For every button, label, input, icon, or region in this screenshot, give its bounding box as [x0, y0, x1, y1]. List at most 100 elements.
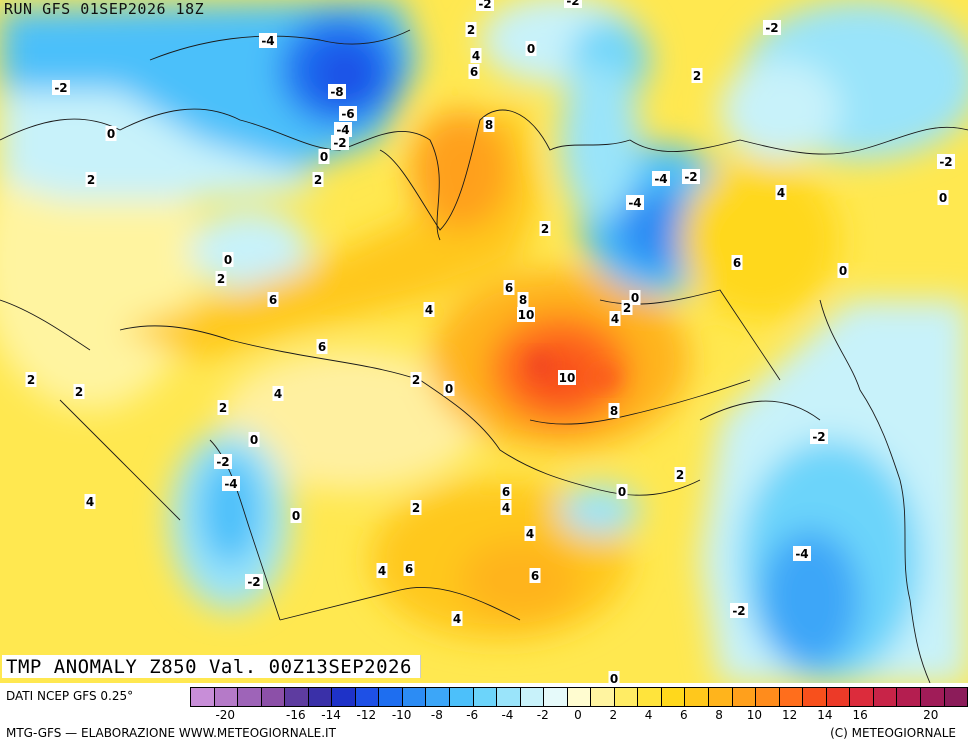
contour-label: 2 [85, 172, 97, 187]
contour-label: 2 [215, 271, 227, 286]
color-scale-tick: 2 [609, 708, 618, 722]
contour-label: -2 [730, 603, 748, 618]
credit-left: MTG-GFS — ELABORAZIONE WWW.METEOGIORNALE… [6, 726, 336, 740]
color-swatch [756, 688, 780, 706]
color-scale-tick: 16 [852, 708, 868, 722]
contour-label: 6 [403, 561, 415, 576]
svg-text:2: 2 [541, 222, 549, 236]
contour-label: 2 [621, 300, 633, 315]
svg-text:-2: -2 [684, 170, 697, 184]
color-scale-tick: 4 [644, 708, 653, 722]
contour-label: 10 [517, 307, 535, 322]
svg-text:4: 4 [611, 312, 619, 326]
contour-label: 6 [468, 64, 480, 79]
svg-text:0: 0 [107, 127, 115, 141]
contour-label: -2 [810, 429, 828, 444]
svg-text:-2: -2 [216, 455, 229, 469]
svg-text:-4: -4 [261, 34, 274, 48]
contour-label: 2 [73, 384, 85, 399]
svg-text:8: 8 [610, 404, 618, 418]
svg-text:-2: -2 [812, 430, 825, 444]
color-swatch [826, 688, 851, 706]
color-swatch [261, 688, 286, 706]
color-swatch [803, 688, 827, 706]
color-swatch [402, 688, 427, 706]
svg-text:-4: -4 [336, 123, 349, 137]
svg-text:6: 6 [470, 65, 478, 79]
svg-text:0: 0 [292, 509, 300, 523]
svg-text:-2: -2 [54, 81, 67, 95]
color-scale-bar [190, 687, 968, 707]
svg-text:0: 0 [631, 291, 639, 305]
color-scale-tick: 14 [817, 708, 833, 722]
contour-label: -8 [328, 84, 346, 99]
svg-text:4: 4 [472, 49, 480, 63]
svg-text:4: 4 [378, 564, 386, 578]
contour-label: 4 [524, 526, 536, 541]
contour-label: 6 [267, 292, 279, 307]
color-swatch [544, 688, 568, 706]
svg-text:2: 2 [412, 501, 420, 515]
svg-text:0: 0 [250, 433, 258, 447]
color-swatch [450, 688, 474, 706]
contour-label: -4 [259, 33, 277, 48]
svg-text:-2: -2 [333, 136, 346, 150]
color-swatch [591, 688, 615, 706]
color-swatch [920, 688, 945, 706]
svg-text:-2: -2 [566, 0, 579, 8]
contour-label: 4 [272, 386, 284, 401]
color-swatch [332, 688, 356, 706]
contour-label: 6 [500, 484, 512, 499]
color-scale-tick: -4 [501, 708, 514, 722]
svg-text:6: 6 [269, 293, 277, 307]
contour-label: -4 [793, 546, 811, 561]
color-swatch [497, 688, 521, 706]
color-swatch [285, 688, 309, 706]
svg-text:4: 4 [526, 527, 534, 541]
color-scale-tick: -2 [536, 708, 549, 722]
svg-text:0: 0 [618, 485, 626, 499]
color-scale-tick: -16 [286, 708, 306, 722]
svg-text:2: 2 [676, 468, 684, 482]
color-scale-tick: -12 [356, 708, 377, 722]
svg-text:6: 6 [318, 340, 326, 354]
color-scale-tick: 12 [781, 708, 798, 722]
svg-text:0: 0 [939, 191, 947, 205]
contour-label: 0 [525, 41, 537, 56]
svg-text:-4: -4 [628, 196, 641, 210]
color-swatch [638, 688, 662, 706]
svg-text:-4: -4 [795, 547, 808, 561]
data-source: DATI NCEP GFS 0.25° [6, 689, 134, 703]
color-scale-tick: 6 [679, 708, 688, 722]
contour-label: -2 [682, 169, 700, 184]
color-swatch [779, 688, 804, 706]
svg-text:-8: -8 [330, 85, 343, 99]
color-swatch [709, 688, 733, 706]
contour-label: -4 [334, 122, 352, 137]
color-swatch [685, 688, 710, 706]
contour-label: 2 [691, 68, 703, 83]
svg-text:2: 2 [467, 23, 475, 37]
svg-text:0: 0 [445, 382, 453, 396]
contour-label: -2 [937, 154, 955, 169]
contour-label: 0 [629, 290, 641, 305]
contour-label: 4 [423, 302, 435, 317]
color-swatch [238, 688, 262, 706]
contour-label: 0 [937, 190, 949, 205]
color-swatch [308, 688, 333, 706]
contour-label: 8 [483, 117, 495, 132]
color-scale-tick: -8 [430, 708, 443, 722]
contour-label: 0 [248, 432, 260, 447]
svg-text:4: 4 [453, 612, 461, 626]
color-swatch [944, 688, 968, 706]
color-swatch [873, 688, 898, 706]
contour-label: 4 [376, 563, 388, 578]
svg-text:2: 2 [314, 173, 322, 187]
contour-label: 8 [517, 292, 529, 307]
svg-text:10: 10 [559, 371, 576, 385]
svg-text:-2: -2 [939, 155, 952, 169]
svg-text:-2: -2 [765, 21, 778, 35]
map-title: TMP ANOMALY Z850 Val. 00Z13SEP2026 [2, 655, 421, 678]
color-scale-tick: -14 [321, 708, 341, 722]
color-scale-tick: 20 [923, 708, 939, 722]
